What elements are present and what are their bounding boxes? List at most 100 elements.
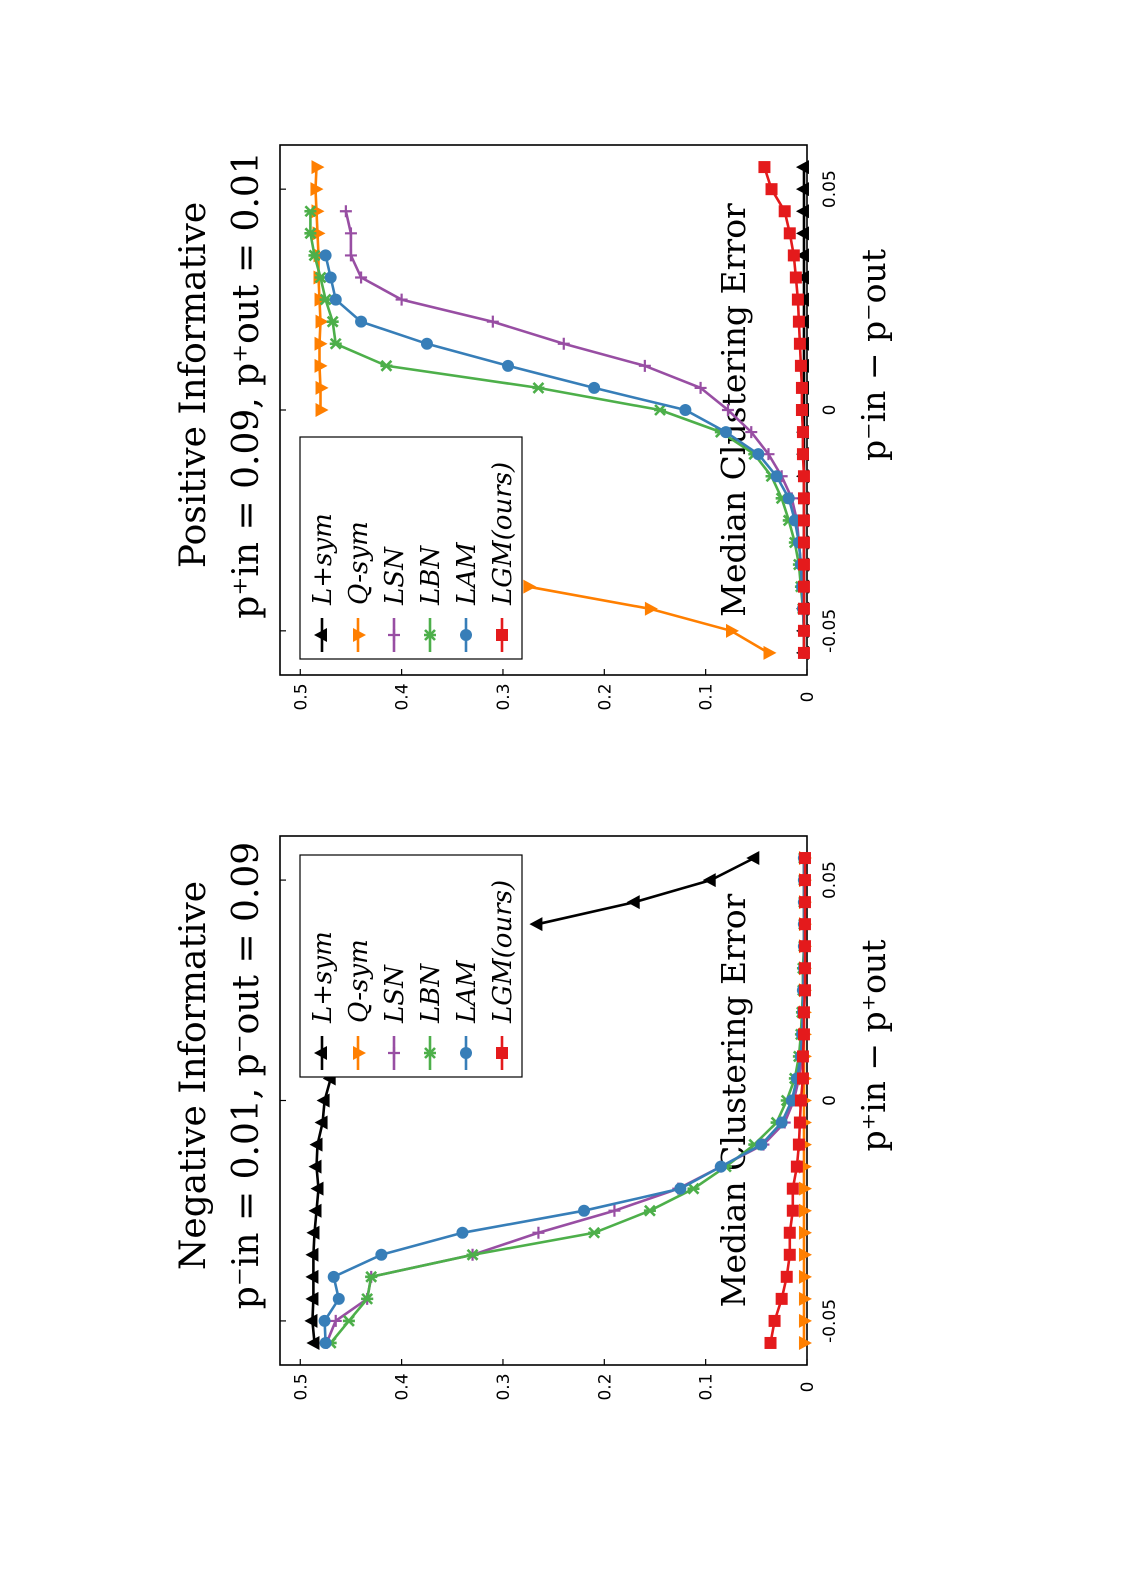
data-point (755, 1138, 768, 1151)
panel-title: Negative Informative (173, 881, 214, 1270)
data-point (308, 1203, 322, 1218)
y-tick-label: 0 (798, 692, 818, 703)
data-point (798, 1225, 812, 1240)
data-point (327, 1270, 340, 1283)
data-point (797, 558, 810, 571)
data-point (798, 940, 811, 953)
data-point (797, 602, 810, 615)
data-point (788, 514, 801, 527)
data-point (456, 1226, 469, 1239)
data-point (725, 623, 739, 638)
data-point (790, 1160, 803, 1173)
legend-label: LGM(ours) (488, 462, 518, 606)
data-point (644, 601, 658, 616)
data-point (798, 1269, 812, 1284)
data-point (486, 315, 499, 328)
data-point (797, 1028, 810, 1041)
data-point (654, 404, 667, 416)
data-point (310, 1181, 324, 1196)
y-tick-label: 0 (798, 1382, 818, 1393)
data-point (305, 1269, 319, 1284)
data-point (798, 984, 811, 997)
data-point (588, 1226, 601, 1239)
data-point (420, 337, 433, 350)
data-point (792, 315, 805, 328)
y-tick-label: 0.4 (393, 1373, 413, 1400)
data-point (310, 182, 324, 197)
x-tick-label: -0.05 (820, 1299, 840, 1343)
data-point (798, 852, 811, 865)
data-point (344, 227, 357, 240)
data-point (770, 470, 783, 483)
data-point (305, 1291, 319, 1306)
x-tick-label: 0.05 (820, 170, 840, 208)
data-point (311, 160, 325, 175)
data-point (339, 205, 352, 218)
x-tick-label: 0 (820, 1095, 840, 1106)
data-point (305, 1247, 319, 1262)
data-point (314, 336, 328, 351)
y-tick-label: 0.5 (291, 683, 311, 710)
data-point (794, 1094, 807, 1107)
data-point (316, 1093, 330, 1108)
data-point (380, 359, 393, 372)
data-point (796, 448, 809, 461)
data-point (694, 381, 707, 394)
series-l-sym (304, 851, 760, 1350)
x-tick-label: -0.05 (820, 609, 840, 653)
data-point (687, 1182, 700, 1195)
data-point (795, 204, 809, 219)
data-point (329, 293, 342, 306)
data-point (304, 227, 317, 240)
legend-label: LAM (452, 959, 482, 1024)
legend-label: L+sym (308, 513, 338, 606)
data-point (797, 536, 810, 549)
data-point (798, 1203, 812, 1218)
data-point (719, 426, 732, 439)
data-point (765, 183, 778, 196)
data-point (786, 1204, 799, 1217)
data-point (702, 873, 716, 888)
legend-marker (460, 1047, 472, 1059)
data-point (721, 404, 734, 416)
data-point (762, 448, 775, 461)
data-point (679, 404, 692, 416)
data-point (798, 1313, 812, 1328)
legend-marker (314, 1046, 327, 1060)
data-point (796, 1050, 809, 1063)
data-point (798, 1291, 812, 1306)
panel-negative-informative: 0 0.1 0.2 0.3 0.4 0.5 -0.05 0 0.05 Median Cluster… (173, 835, 893, 1401)
legend-box (299, 436, 523, 660)
data-point (798, 962, 811, 975)
legend-marker (424, 629, 436, 641)
data-point (798, 1181, 812, 1196)
data-point (309, 1137, 323, 1152)
panel-title: Positive Informative (173, 202, 214, 568)
data-point (643, 1204, 656, 1217)
y-tick-label: 0.3 (494, 683, 514, 710)
y-tick-label: 0.3 (494, 1373, 514, 1400)
data-point (319, 293, 332, 306)
data-point (308, 1159, 322, 1174)
legend: L+sym Q-sym LSN LBN LAM LGM(ours) (299, 854, 523, 1078)
y-tick-label: 0.5 (291, 1373, 311, 1400)
data-point (306, 1225, 320, 1240)
data-point (796, 1072, 809, 1085)
data-point (314, 1115, 328, 1130)
data-point (797, 492, 810, 505)
data-point (798, 1247, 812, 1262)
data-point (608, 1204, 621, 1217)
data-point (532, 1226, 545, 1239)
data-point (375, 1248, 388, 1261)
data-point (787, 249, 800, 262)
data-point (332, 1292, 345, 1305)
data-point (329, 1314, 342, 1327)
data-point (319, 1336, 332, 1349)
y-tick-label: 0.2 (595, 1373, 615, 1400)
data-point (791, 293, 804, 306)
data-point (344, 249, 357, 262)
legend-label: Q-sym (344, 521, 374, 605)
data-point (342, 1315, 355, 1327)
data-point (329, 337, 342, 350)
data-point (308, 249, 321, 262)
